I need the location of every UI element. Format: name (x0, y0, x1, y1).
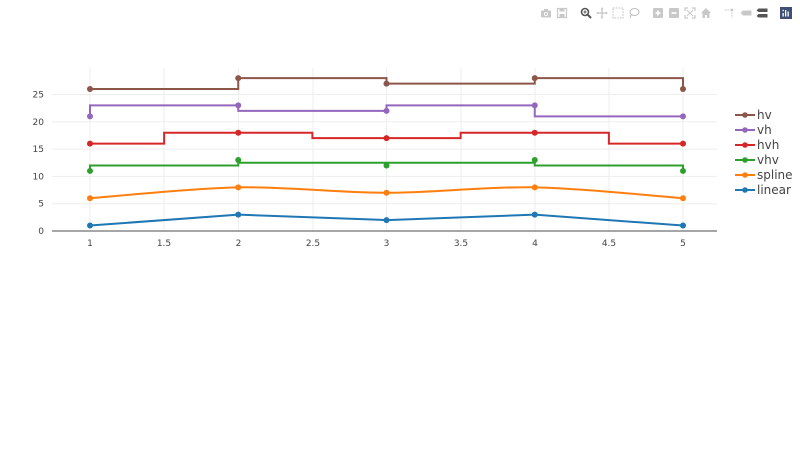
trace-spline (87, 184, 686, 202)
data-point[interactable] (87, 195, 93, 202)
modebar-group-export (538, 6, 570, 20)
data-point[interactable] (235, 129, 242, 136)
data-point[interactable] (680, 195, 686, 202)
svg-text:2.5: 2.5 (306, 239, 320, 249)
horizontal-gridlines (52, 94, 717, 205)
legend-item-vh[interactable]: vh (735, 123, 772, 137)
zoom-icon[interactable] (579, 6, 594, 20)
legend-item-vhv[interactable]: vhv (735, 153, 779, 167)
legend: hv vh hvh vhv spline linear (735, 108, 793, 197)
data-point[interactable] (235, 184, 242, 191)
save-icon[interactable] (555, 6, 570, 20)
data-point[interactable] (680, 222, 686, 229)
data-point[interactable] (383, 135, 390, 142)
data-point[interactable] (383, 217, 390, 224)
svg-text:3: 3 (384, 239, 390, 249)
data-point[interactable] (680, 113, 686, 120)
data-point[interactable] (235, 157, 242, 164)
traces (87, 75, 686, 229)
data-point[interactable] (383, 189, 390, 196)
autoscale-icon[interactable] (683, 6, 698, 20)
svg-text:spline: spline (757, 168, 793, 182)
svg-text:linear: linear (757, 183, 791, 197)
svg-text:hvh: hvh (757, 138, 779, 152)
legend-item-hv[interactable]: hv (735, 108, 772, 122)
svg-text:2: 2 (236, 239, 242, 249)
modebar-group-hover (722, 6, 770, 20)
trace-hvh (87, 129, 686, 147)
svg-text:20: 20 (33, 118, 45, 128)
home-icon[interactable] (699, 6, 714, 20)
trace-vhv (87, 157, 686, 174)
trace-vh (87, 102, 686, 120)
modebar (530, 6, 794, 20)
svg-text:10: 10 (33, 172, 45, 182)
pan-icon[interactable] (595, 6, 610, 20)
data-point[interactable] (531, 102, 538, 109)
y-axis-tick-labels: 0 5 10 15 20 25 (33, 91, 45, 238)
data-point[interactable] (531, 129, 538, 136)
hover-closest-icon[interactable] (739, 6, 754, 20)
data-point[interactable] (235, 211, 242, 218)
legend-item-linear[interactable]: linear (735, 183, 791, 197)
svg-text:hv: hv (757, 108, 772, 122)
data-point[interactable] (87, 113, 93, 120)
lasso-icon[interactable] (627, 6, 642, 20)
data-point[interactable] (87, 167, 93, 174)
trace-linear (87, 211, 686, 229)
plotly-logo-icon[interactable] (779, 6, 794, 20)
x-axis-tick-labels: 1 1.5 2 2.5 3 3.5 4 4.5 5 (87, 239, 686, 249)
data-point[interactable] (531, 157, 538, 164)
legend-item-spline[interactable]: spline (735, 168, 793, 182)
modebar-group-drag (578, 6, 642, 20)
svg-text:0: 0 (38, 227, 44, 237)
svg-text:5: 5 (38, 200, 44, 210)
data-point[interactable] (383, 162, 390, 169)
svg-text:15: 15 (33, 145, 44, 155)
zoom-out-icon[interactable] (667, 6, 682, 20)
legend-item-hvh[interactable]: hvh (735, 138, 779, 152)
modebar-group-zoom (650, 6, 714, 20)
data-point[interactable] (235, 75, 242, 82)
data-point[interactable] (680, 86, 686, 93)
data-point[interactable] (87, 222, 93, 229)
data-point[interactable] (531, 75, 538, 82)
hover-compare-icon[interactable] (755, 6, 770, 20)
data-point[interactable] (383, 80, 390, 87)
svg-text:1.5: 1.5 (157, 239, 171, 249)
data-point[interactable] (531, 211, 538, 218)
data-point[interactable] (235, 102, 242, 109)
svg-text:4: 4 (532, 239, 538, 249)
zoom-in-icon[interactable] (651, 6, 666, 20)
data-point[interactable] (531, 184, 538, 191)
data-point[interactable] (87, 140, 93, 147)
data-point[interactable] (680, 167, 686, 174)
svg-text:1: 1 (87, 239, 93, 249)
data-point[interactable] (383, 107, 390, 114)
spikelines-icon[interactable] (723, 6, 738, 20)
svg-text:vh: vh (757, 123, 772, 137)
svg-text:25: 25 (33, 91, 44, 101)
box-select-icon[interactable] (611, 6, 626, 20)
svg-text:4.5: 4.5 (602, 239, 616, 249)
data-point[interactable] (680, 140, 686, 147)
trace-hv (87, 75, 686, 93)
svg-text:3.5: 3.5 (454, 239, 468, 249)
modebar-group-logo (778, 6, 794, 20)
svg-text:5: 5 (680, 239, 686, 249)
svg-text:vhv: vhv (757, 153, 779, 167)
gridlines (52, 68, 717, 231)
data-point[interactable] (87, 86, 93, 93)
camera-icon[interactable] (539, 6, 554, 20)
